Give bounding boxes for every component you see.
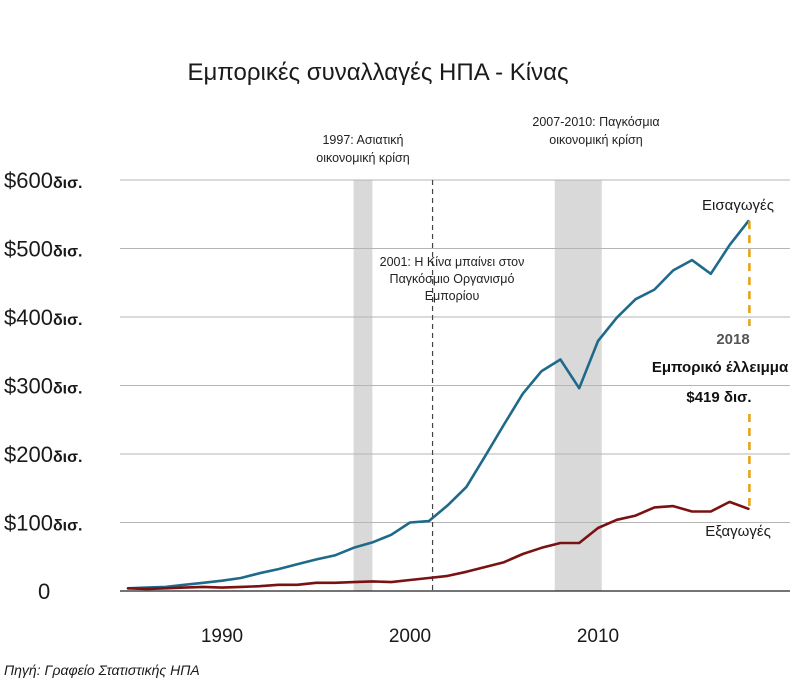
y-tick-unit: δισ. <box>53 244 83 261</box>
series-label: Εισαγωγές <box>702 197 774 214</box>
y-tick-unit: δισ. <box>53 449 83 466</box>
y-tick-value: $400 <box>4 305 53 330</box>
y-tick-label: $400δισ. <box>4 305 83 330</box>
y-tick-label: $100δισ. <box>4 511 83 536</box>
y-tick-unit: δισ. <box>53 518 83 535</box>
series-label: Εξαγωγές <box>705 523 771 540</box>
source-note: Πηγή: Γραφείο Στατιστικής ΗΠΑ <box>4 662 200 678</box>
event-label: 2001: Η Κίνα μπαίνει στον <box>380 255 525 269</box>
chart-title: Εμπορικές συναλλαγές ΗΠΑ - Κίνας <box>187 59 568 86</box>
y-tick-label: $300δισ. <box>4 374 83 399</box>
shaded-period-label: οικονομική κρίση <box>316 151 409 165</box>
y-tick-value: $200 <box>4 442 53 467</box>
shaded-period-label: 2007-2010: Παγκόσμια <box>532 115 659 129</box>
event-label: Εμπορίου <box>425 289 480 303</box>
y-tick-label: 0 <box>38 579 50 604</box>
deficit-year: 2018 <box>716 331 749 348</box>
event-label: Παγκόσμιο Οργανισμό <box>390 272 515 286</box>
y-tick-unit: δισ. <box>53 312 83 329</box>
shaded-period-label: 1997: Ασιατική <box>322 133 403 147</box>
y-tick-value: 0 <box>38 579 50 604</box>
y-tick-value: $500 <box>4 237 53 262</box>
deficit-value: $419 δισ. <box>686 389 751 406</box>
series-line <box>126 500 750 591</box>
y-tick-value: $600 <box>4 168 53 193</box>
y-tick-value: $100 <box>4 511 53 536</box>
x-tick-label: 2000 <box>389 626 431 647</box>
y-tick-label: $500δισ. <box>4 237 83 262</box>
y-tick-label: $200δισ. <box>4 442 83 467</box>
y-tick-unit: δισ. <box>53 175 83 192</box>
shaded-period-label: οικονομική κρίση <box>549 133 642 147</box>
series-line <box>126 219 750 590</box>
x-tick-label: 1990 <box>201 626 243 647</box>
y-tick-label: $600δισ. <box>4 168 83 193</box>
y-tick-unit: δισ. <box>53 381 83 398</box>
x-tick-label: 2010 <box>577 626 619 647</box>
deficit-label: Εμπορικό έλλειμμα <box>652 359 789 376</box>
y-tick-value: $300 <box>4 374 53 399</box>
